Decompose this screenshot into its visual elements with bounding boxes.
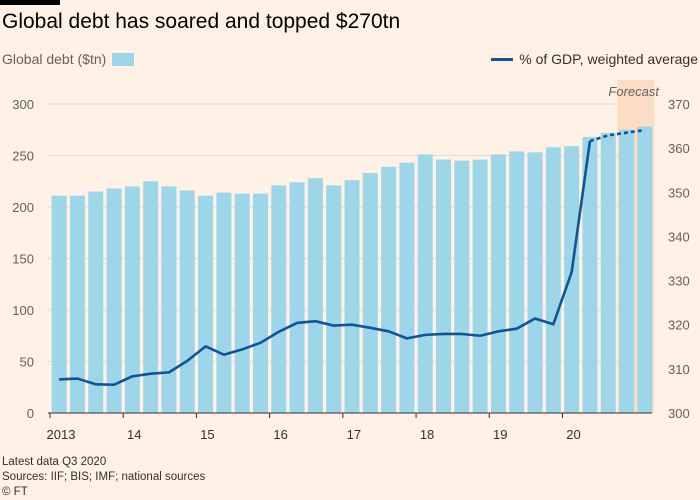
bar xyxy=(582,136,598,413)
x-tick-label: 15 xyxy=(200,427,214,442)
x-tick-label: 17 xyxy=(347,427,361,442)
legend-line-label: % of GDP, weighted average xyxy=(519,51,698,67)
bar xyxy=(436,159,452,413)
bar xyxy=(381,166,397,413)
bar xyxy=(490,154,506,413)
x-tick-label: 16 xyxy=(273,427,287,442)
bar xyxy=(307,178,323,413)
right-tick-label: 320 xyxy=(668,318,690,333)
bar xyxy=(527,152,543,413)
bar xyxy=(472,159,488,413)
left-tick-label: 0 xyxy=(27,406,34,421)
bar xyxy=(326,185,342,413)
bar xyxy=(509,151,525,413)
bar xyxy=(124,186,140,413)
gdp-line-forecast xyxy=(589,128,646,143)
forecast-label: Forecast xyxy=(608,84,660,99)
x-tick-label: 19 xyxy=(493,427,507,442)
bar xyxy=(417,154,433,413)
chart-title: Global debt has soared and topped $270tn xyxy=(2,10,401,33)
footer-sources: Sources: IIF; BIS; IMF; national sources xyxy=(2,471,206,483)
bar xyxy=(271,185,287,413)
bar xyxy=(454,160,470,413)
right-tick-label: 300 xyxy=(668,406,690,421)
right-tick-label: 370 xyxy=(668,97,690,112)
left-tick-label: 100 xyxy=(12,303,34,318)
bar xyxy=(564,146,580,414)
left-tick-label: 300 xyxy=(12,97,34,112)
bar xyxy=(362,173,378,413)
footer-credit: © FT xyxy=(2,486,28,498)
x-tick-label: 14 xyxy=(127,427,141,442)
x-tick-label: 20 xyxy=(566,427,580,442)
bar xyxy=(344,180,360,413)
x-tick-label: 2013 xyxy=(47,427,76,442)
bar xyxy=(179,190,195,413)
bar xyxy=(234,193,250,413)
footer-note: Latest data Q3 2020 xyxy=(2,456,107,468)
bar xyxy=(289,182,305,413)
left-tick-label: 200 xyxy=(12,200,34,215)
legend-line: % of GDP, weighted average xyxy=(491,51,698,67)
x-tick-label: 18 xyxy=(420,427,434,442)
bar xyxy=(51,195,67,413)
left-tick-label: 50 xyxy=(20,355,34,370)
bar xyxy=(619,129,635,413)
bar xyxy=(106,188,122,413)
left-tick-label: 150 xyxy=(12,252,34,267)
right-tick-label: 360 xyxy=(668,141,690,156)
right-tick-label: 350 xyxy=(668,185,690,200)
right-tick-label: 310 xyxy=(668,362,690,377)
right-tick-label: 330 xyxy=(668,274,690,289)
bar xyxy=(252,193,268,413)
legend-bars-label: Global debt ($tn) xyxy=(2,51,107,67)
chart-footer: Latest data Q3 2020 Sources: IIF; BIS; I… xyxy=(2,455,205,500)
bar xyxy=(161,186,177,413)
legend-bars: Global debt ($tn) xyxy=(2,51,135,67)
legend-bars-swatch xyxy=(112,52,135,66)
bar xyxy=(216,192,232,413)
gdp-line xyxy=(59,140,592,387)
brand-bar xyxy=(0,0,60,5)
bar xyxy=(88,191,104,413)
bar xyxy=(69,195,85,413)
bar xyxy=(399,162,415,413)
bar xyxy=(545,147,561,413)
bar xyxy=(198,195,214,413)
bar xyxy=(143,181,159,413)
bar xyxy=(637,126,653,413)
left-tick-label: 250 xyxy=(12,149,34,164)
bar xyxy=(600,132,616,413)
right-tick-label: 340 xyxy=(668,229,690,244)
legend-line-swatch xyxy=(491,57,514,61)
